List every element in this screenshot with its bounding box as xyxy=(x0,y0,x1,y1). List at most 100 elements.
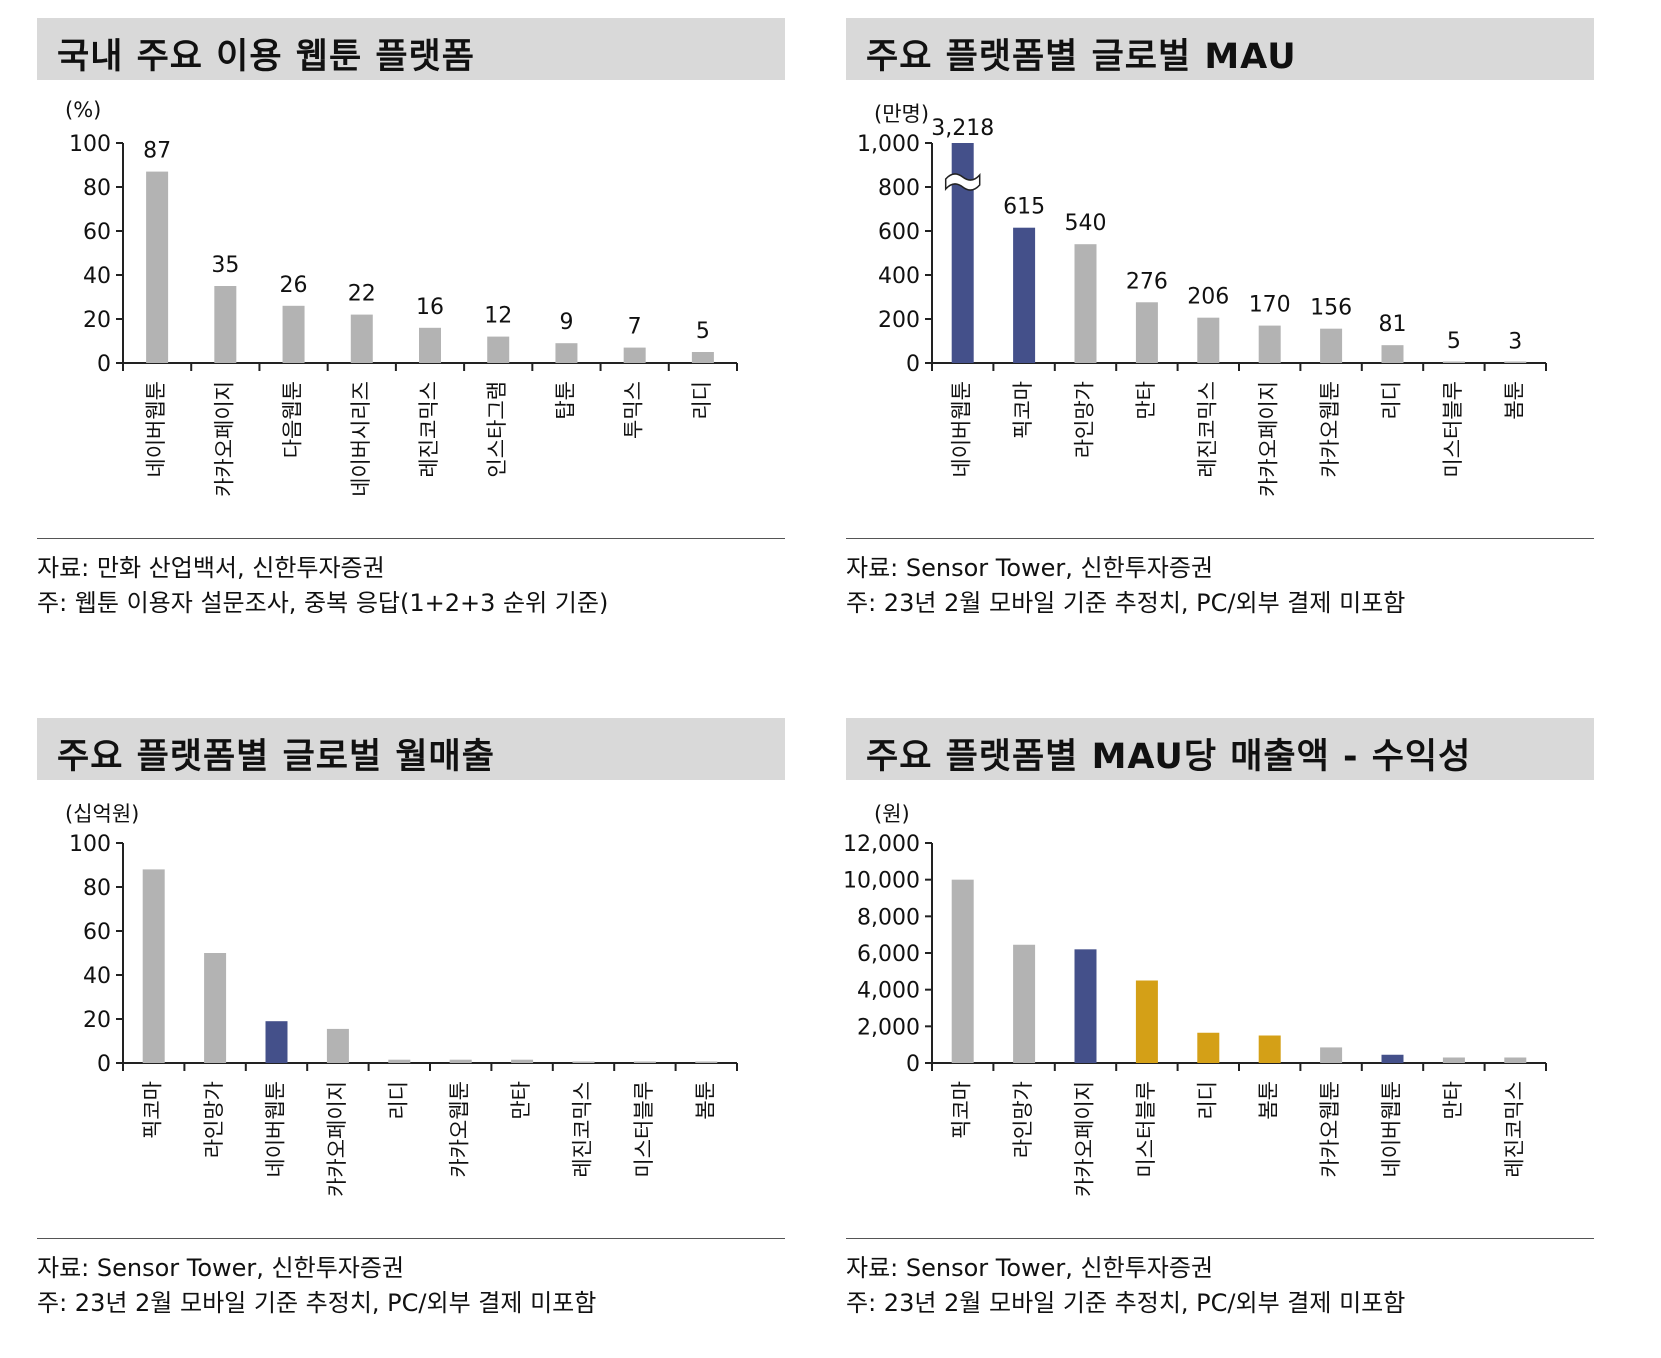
bar xyxy=(142,869,165,1063)
data-label: 170 xyxy=(1249,293,1291,318)
y-tick-label: 80 xyxy=(83,876,111,901)
data-label: 615 xyxy=(1003,195,1045,220)
bar xyxy=(1135,302,1158,363)
y-tick-label: 20 xyxy=(83,308,111,333)
footnote: 주: 23년 2월 모바일 기준 추정치, PC/외부 결제 미포함 xyxy=(846,589,1406,617)
data-label: 276 xyxy=(1126,269,1168,294)
bar xyxy=(487,336,510,363)
bar-chart-domestic-platforms: 0 20 40 60 80 100 87 네이버웹툰 35 카카오페이지 26 다음웹툰 22 네이버시리… xyxy=(69,132,738,497)
category-label: 미스터블루 xyxy=(1441,381,1465,478)
bar xyxy=(1504,1057,1527,1063)
bar xyxy=(1135,980,1158,1063)
bar xyxy=(265,1021,288,1063)
y-tick-label: 0 xyxy=(97,1052,111,1077)
bar xyxy=(951,879,974,1063)
y-tick-label: 400 xyxy=(878,264,920,289)
y-tick-label: 60 xyxy=(83,920,111,945)
category-label: 카카오웹툰 xyxy=(448,1081,472,1178)
category-label: 만타 xyxy=(1134,381,1158,420)
category-label: 만타 xyxy=(1441,1081,1465,1120)
category-label: 네이버시리즈 xyxy=(349,381,373,497)
category-label: 라인망가 xyxy=(1073,381,1097,458)
y-tick-label: 600 xyxy=(878,220,920,245)
category-label: 픽코마 xyxy=(1011,381,1035,439)
bar xyxy=(1320,328,1343,363)
source-note: 자료: Sensor Tower, 신한투자증권 xyxy=(846,1254,1214,1282)
category-label: 미스터블루 xyxy=(632,1081,656,1178)
bar xyxy=(572,1061,595,1063)
category-label: 다음웹툰 xyxy=(281,381,305,458)
bar xyxy=(1074,244,1097,363)
bar-chart-global-mau: 0 200 400 600 800 1,000 3,218 네이버웹툰 615 픽코마 540 라인망… xyxy=(857,116,1547,497)
chart-title-bar: 주요 플랫폼별 글로벌 월매출 xyxy=(37,718,785,780)
chart-title: 주요 플랫폼별 글로벌 MAU xyxy=(866,37,1297,77)
y-tick-label: 100 xyxy=(69,832,111,857)
category-label: 레진코믹스 xyxy=(1502,1081,1526,1178)
category-label: 인스타그램 xyxy=(485,381,509,478)
bar xyxy=(623,347,646,363)
footer-divider xyxy=(846,538,1594,539)
y-tick-label: 6,000 xyxy=(857,942,920,967)
data-label: 22 xyxy=(348,282,376,307)
bar xyxy=(1013,944,1036,1063)
y-axis-unit: (%) xyxy=(65,98,102,122)
bar xyxy=(633,1061,656,1063)
category-label: 카카오웹툰 xyxy=(1318,381,1342,478)
bar xyxy=(1074,949,1097,1063)
bar xyxy=(691,352,714,363)
y-tick-label: 60 xyxy=(83,220,111,245)
y-tick-label: 10,000 xyxy=(843,869,920,894)
chart-panel-global-mau: 주요 플랫폼별 글로벌 MAU (만명) 0 200 400 600 800 1,000 3… xyxy=(846,18,1626,658)
category-label: 미스터블루 xyxy=(1134,1081,1158,1178)
category-label: 리디 xyxy=(386,1081,410,1120)
bar xyxy=(1258,1035,1281,1063)
data-label: 35 xyxy=(211,253,239,278)
bar xyxy=(1381,1054,1404,1063)
bar xyxy=(1442,361,1465,363)
data-label: 7 xyxy=(628,315,642,340)
source-note: 자료: 만화 산업백서, 신한투자증권 xyxy=(37,554,385,582)
y-tick-label: 1,000 xyxy=(857,132,920,157)
category-label: 라인망가 xyxy=(202,1081,226,1158)
data-label: 12 xyxy=(484,304,512,329)
chart-title: 주요 플랫폼별 글로벌 월매출 xyxy=(57,737,495,777)
bar xyxy=(951,143,974,363)
bar xyxy=(1381,345,1404,363)
data-label: 206 xyxy=(1187,285,1229,310)
bar xyxy=(350,314,373,363)
category-label: 카카오페이지 xyxy=(325,1081,349,1197)
bar xyxy=(511,1059,534,1063)
bar xyxy=(204,953,227,1063)
bar xyxy=(326,1028,349,1063)
y-tick-label: 800 xyxy=(878,176,920,201)
category-label: 봄툰 xyxy=(1502,381,1526,420)
footer-divider xyxy=(37,1238,785,1239)
y-tick-label: 2,000 xyxy=(857,1015,920,1040)
bar xyxy=(1197,317,1220,363)
category-label: 리디 xyxy=(1380,381,1404,420)
bar xyxy=(695,1061,718,1063)
source-note: 자료: Sensor Tower, 신한투자증권 xyxy=(37,1254,405,1282)
category-label: 리디 xyxy=(1195,1081,1219,1120)
category-label: 카카오페이지 xyxy=(1073,1081,1097,1197)
y-tick-label: 80 xyxy=(83,176,111,201)
data-label: 5 xyxy=(696,319,710,344)
category-label: 픽코마 xyxy=(950,1081,974,1139)
footnote: 주: 23년 2월 모바일 기준 추정치, PC/외부 결제 미포함 xyxy=(37,1289,597,1317)
y-axis-unit: (십억원) xyxy=(65,802,140,826)
footnote: 주: 웹툰 이용자 설문조사, 중복 응답(1+2+3 순위 기준) xyxy=(37,589,609,617)
category-label: 네이버웹툰 xyxy=(144,381,168,478)
bar xyxy=(1197,1032,1220,1063)
category-label: 네이버웹툰 xyxy=(264,1081,288,1178)
data-label: 540 xyxy=(1065,211,1107,236)
category-label: 만타 xyxy=(509,1081,533,1120)
data-label: 3 xyxy=(1508,329,1522,354)
source-note: 자료: Sensor Tower, 신한투자증권 xyxy=(846,554,1214,582)
y-tick-label: 0 xyxy=(97,352,111,377)
chart-title-bar: 주요 플랫폼별 글로벌 MAU xyxy=(846,18,1594,80)
bar xyxy=(214,286,237,363)
y-tick-label: 0 xyxy=(906,352,920,377)
footer-divider xyxy=(846,1238,1594,1239)
y-tick-label: 200 xyxy=(878,308,920,333)
chart-title-bar: 국내 주요 이용 웹툰 플랫폼 xyxy=(37,18,785,80)
